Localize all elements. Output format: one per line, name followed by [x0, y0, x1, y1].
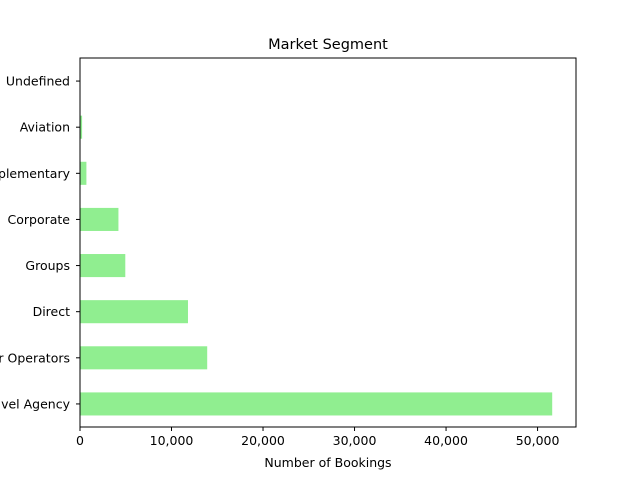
bar-complementary: [80, 161, 87, 185]
y-tick-label: Groups: [25, 258, 70, 273]
bar-online-travel-agency: [80, 392, 553, 416]
y-tick-label: Direct: [33, 304, 71, 319]
x-tick-label: 40,000: [424, 433, 468, 448]
bar-direct: [80, 300, 188, 324]
x-tick-label: 50,000: [516, 433, 560, 448]
bar-aviation: [80, 115, 83, 139]
x-axis-label: Number of Bookings: [264, 455, 391, 470]
x-tick-label: 30,000: [333, 433, 377, 448]
chart-title: Market Segment: [268, 37, 388, 53]
y-tick-label: Offline Tour Operators: [0, 350, 70, 365]
y-tick-label: Undefined: [6, 74, 70, 89]
bar-offline-tour-operators: [80, 346, 208, 370]
y-tick-label: Corporate: [8, 212, 71, 227]
x-tick-label: 0: [76, 433, 84, 448]
bar-groups: [80, 254, 126, 278]
y-tick-label: Complementary: [0, 166, 71, 181]
x-axis-ticks: 0 10,000 20,000 30,000 40,000 50,000: [76, 427, 559, 448]
x-tick-label: 20,000: [241, 433, 285, 448]
y-tick-label: Online Travel Agency: [0, 396, 71, 411]
x-tick-label: 10,000: [150, 433, 194, 448]
y-axis-ticks: Online Travel Agency Offline Tour Operato…: [0, 74, 80, 411]
plot-frame: [79, 57, 577, 428]
y-tick-label: Aviation: [20, 120, 70, 135]
bar-corporate: [80, 207, 119, 231]
bars-group: [80, 69, 553, 416]
